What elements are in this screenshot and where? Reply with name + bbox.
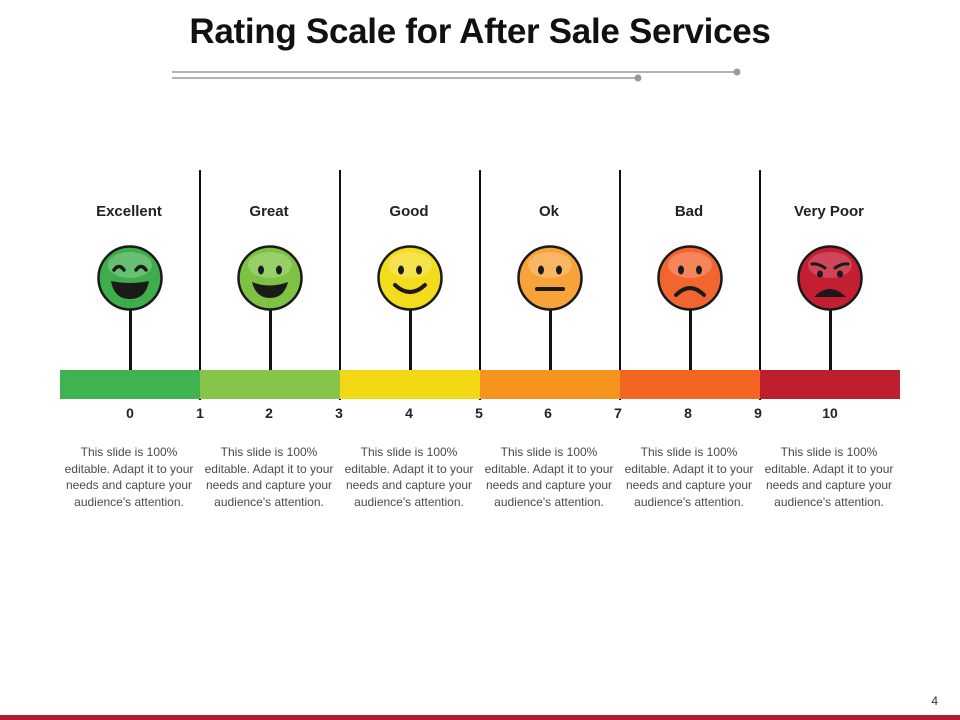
rating-label-good: Good [389,203,429,220]
column-divider [339,170,341,400]
smiling-face-icon [377,245,443,311]
scale-tick: 8 [684,405,692,421]
rating-description-good: This slide is 100% editable. Adapt it to… [344,445,474,509]
scale-bar-great [200,370,340,399]
scale-tick: 7 [614,405,622,421]
scale-tick: 5 [475,405,483,421]
scale-bar-good [340,370,480,399]
neutral-face-icon [517,245,583,311]
laughing-face-icon [97,245,163,311]
grinning-face-icon [237,245,303,311]
face-stem [689,300,692,372]
scale-bar-ok [480,370,620,399]
rating-label-very-poor: Very Poor [793,203,865,220]
sad-face-icon [657,245,723,311]
face-stem [129,300,132,372]
scale-bar-very-poor [760,370,900,399]
scale-tick: 0 [126,405,134,421]
column-divider [759,170,761,400]
scale-tick: 1 [196,405,204,421]
scale-tick: 6 [544,405,552,421]
rating-label-excellent: Excellent [96,203,162,220]
decor-dot-lower [634,74,642,82]
face-stem [829,300,832,372]
scale-tick: 10 [822,405,838,421]
column-divider [199,170,201,400]
slide-title: Rating Scale for After Sale Services [189,12,771,51]
scale-tick: 3 [335,405,343,421]
rating-description-excellent: This slide is 100% editable. Adapt it to… [64,445,194,509]
rating-label-bad: Bad [674,203,704,220]
decor-dot-upper [733,68,741,76]
scale-tick: 4 [405,405,413,421]
face-stem [269,300,272,372]
rating-label-great: Great [249,203,289,220]
footer-bar [0,715,960,720]
rating-description-bad: This slide is 100% editable. Adapt it to… [624,445,754,509]
scale-tick: 2 [265,405,273,421]
face-stem [409,300,412,372]
column-divider [479,170,481,400]
scale-bar-excellent [60,370,200,399]
rating-description-great: This slide is 100% editable. Adapt it to… [204,445,334,509]
title-decoration [172,68,741,82]
face-stem [549,300,552,372]
rating-label-ok: Ok [538,203,559,220]
column-divider [619,170,621,400]
scale-bar-bad [620,370,760,399]
angry-face-icon [797,245,863,311]
rating-description-ok: This slide is 100% editable. Adapt it to… [484,445,614,509]
page-number: 4 [931,694,938,708]
scale-tick: 9 [754,405,762,421]
rating-description-very-poor: This slide is 100% editable. Adapt it to… [764,445,894,509]
